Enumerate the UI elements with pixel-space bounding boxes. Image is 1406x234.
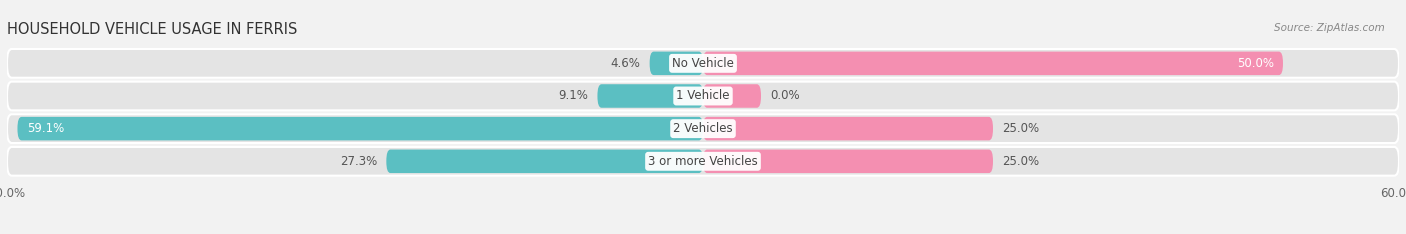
FancyBboxPatch shape: [703, 84, 761, 108]
Text: 25.0%: 25.0%: [1002, 155, 1039, 168]
FancyBboxPatch shape: [17, 117, 703, 140]
Text: 27.3%: 27.3%: [340, 155, 377, 168]
FancyBboxPatch shape: [387, 150, 703, 173]
FancyBboxPatch shape: [7, 49, 1399, 78]
Text: 50.0%: 50.0%: [1237, 57, 1274, 70]
FancyBboxPatch shape: [703, 150, 993, 173]
Text: 4.6%: 4.6%: [610, 57, 640, 70]
FancyBboxPatch shape: [703, 51, 1282, 75]
Text: 1 Vehicle: 1 Vehicle: [676, 89, 730, 102]
Text: 3 or more Vehicles: 3 or more Vehicles: [648, 155, 758, 168]
Text: HOUSEHOLD VEHICLE USAGE IN FERRIS: HOUSEHOLD VEHICLE USAGE IN FERRIS: [7, 22, 298, 37]
Text: Source: ZipAtlas.com: Source: ZipAtlas.com: [1274, 23, 1385, 33]
Text: 2 Vehicles: 2 Vehicles: [673, 122, 733, 135]
FancyBboxPatch shape: [650, 51, 703, 75]
FancyBboxPatch shape: [703, 117, 993, 140]
Text: 0.0%: 0.0%: [770, 89, 800, 102]
Text: 59.1%: 59.1%: [27, 122, 65, 135]
FancyBboxPatch shape: [598, 84, 703, 108]
Text: 25.0%: 25.0%: [1002, 122, 1039, 135]
FancyBboxPatch shape: [7, 114, 1399, 143]
Text: No Vehicle: No Vehicle: [672, 57, 734, 70]
Text: 9.1%: 9.1%: [558, 89, 588, 102]
FancyBboxPatch shape: [7, 82, 1399, 110]
FancyBboxPatch shape: [7, 147, 1399, 176]
